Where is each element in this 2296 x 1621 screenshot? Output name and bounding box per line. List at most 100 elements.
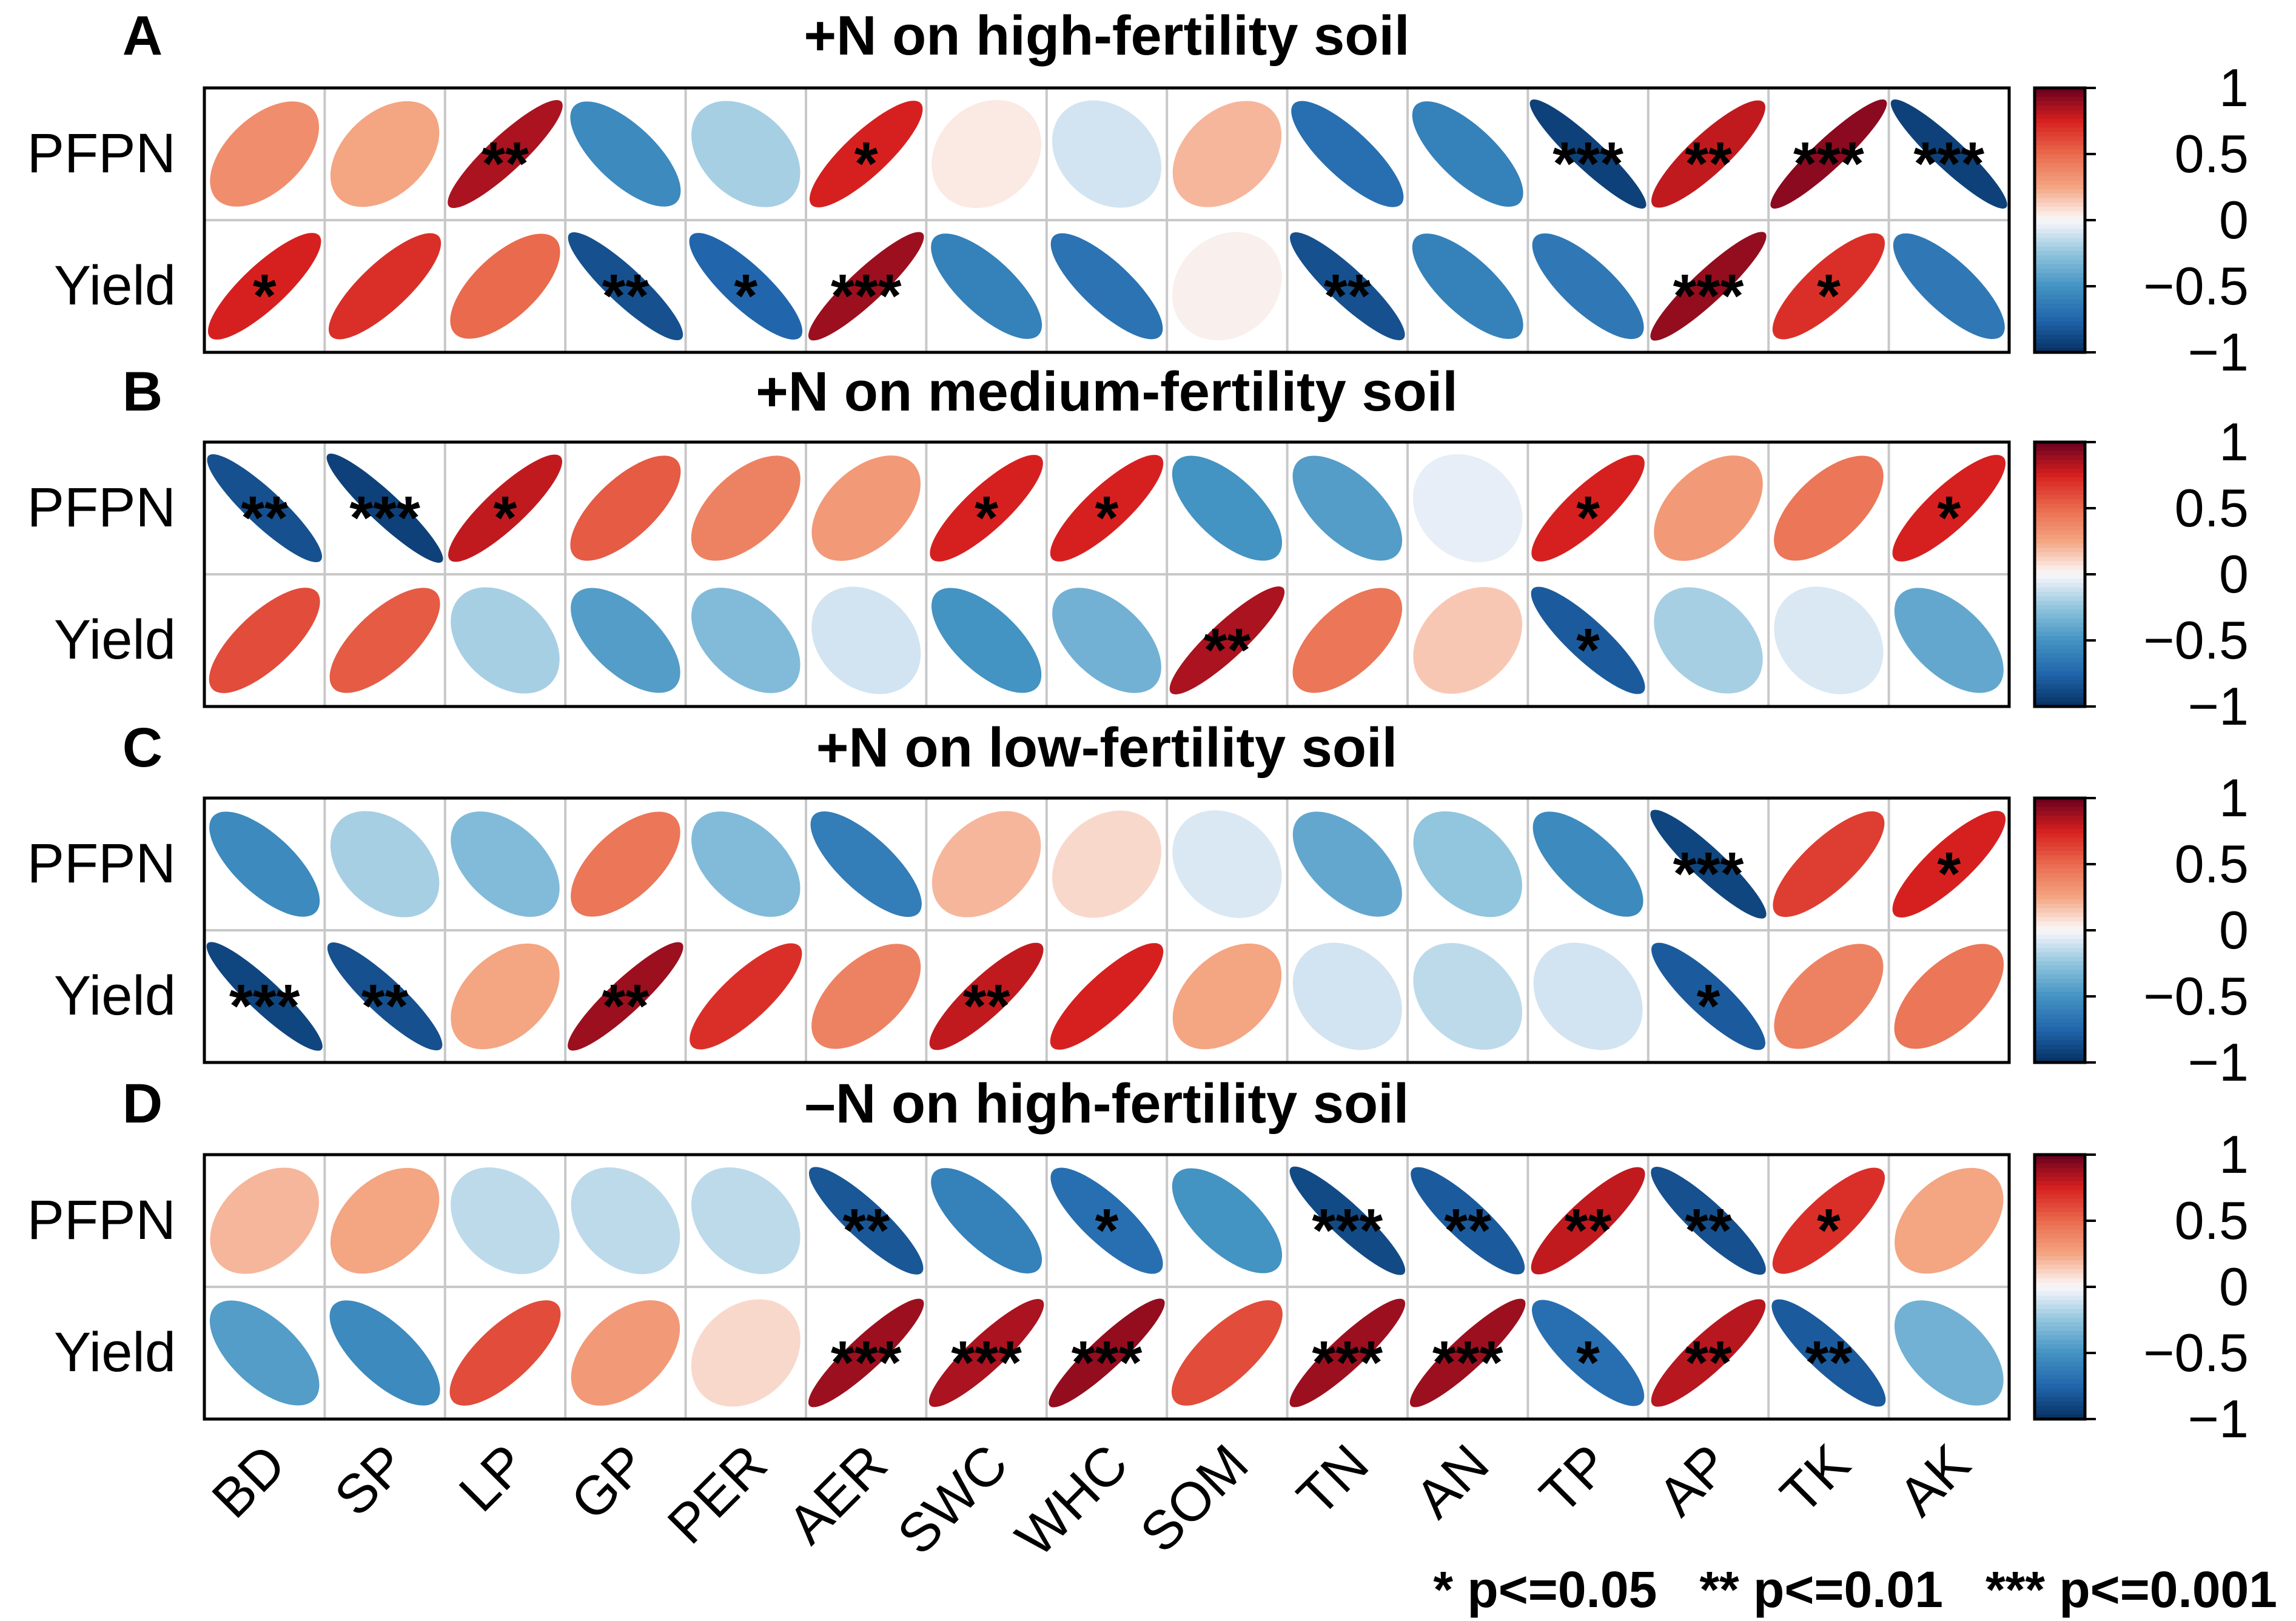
colorbar-tick-label: −1 — [2188, 322, 2249, 382]
colorbar-tick-label: −1 — [2188, 676, 2249, 736]
panel-title: +N on medium-fertility soil — [756, 361, 1458, 423]
colorbar-band — [2035, 1036, 2085, 1041]
colorbar-band — [2035, 1172, 2085, 1178]
cell-ellipse-tk-yield — [1771, 1299, 1886, 1407]
cell-ellipse-lp-yield — [451, 943, 560, 1050]
x-axis-label-tp: TP — [1529, 1433, 1621, 1525]
colorbar-band — [2035, 1256, 2085, 1261]
colorbar-band — [2035, 114, 2085, 119]
cell-ellipse-sp-yield — [329, 1300, 440, 1406]
colorbar-band — [2035, 220, 2085, 226]
colorbar-tick-label: 0.5 — [2175, 478, 2249, 538]
colorbar-band — [2035, 347, 2085, 353]
cell-ellipse-aer-yield — [811, 586, 921, 694]
colorbar-band — [2035, 1313, 2085, 1318]
colorbar-band — [2035, 1406, 2085, 1411]
cell-ellipse-per-pfpn — [691, 455, 801, 561]
colorbar-band — [2035, 495, 2085, 500]
x-axis-label-lp: LP — [448, 1433, 539, 1523]
colorbar-band — [2035, 908, 2085, 913]
cell-ellipse-bd-pfpn — [207, 454, 322, 563]
colorbar-band — [2035, 136, 2085, 142]
colorbar-band — [2035, 565, 2085, 571]
panel-title: +N on high-fertility soil — [804, 5, 1409, 67]
colorbar-band — [2035, 92, 2085, 98]
cell-ellipse-whc-yield — [1052, 588, 1161, 693]
x-axis-label-an: AN — [1404, 1433, 1500, 1529]
colorbar-band — [2035, 649, 2085, 654]
cell-ellipse-ak-yield — [1894, 588, 2004, 693]
cell-ellipse-tp-pfpn — [1531, 455, 1645, 562]
cell-ellipse-whc-yield — [1050, 943, 1164, 1050]
colorbar-band — [2035, 1309, 2085, 1314]
colorbar-band — [2035, 207, 2085, 212]
colorbar-tick-label: 1 — [2219, 412, 2249, 472]
colorbar-band — [2035, 921, 2085, 927]
colorbar-tick-label: 0 — [2219, 1257, 2249, 1317]
colorbar-band — [2035, 627, 2085, 633]
significance-stars: ** — [241, 484, 288, 552]
colorbar-band — [2035, 1361, 2085, 1367]
colorbar-band — [2035, 987, 2085, 993]
colorbar-band — [2035, 912, 2085, 918]
cell-ellipse-som-pfpn — [1172, 455, 1283, 561]
colorbar-band — [2035, 526, 2085, 531]
colorbar-band — [2035, 868, 2085, 874]
colorbar-band — [2035, 1392, 2085, 1398]
colorbar-band — [2035, 943, 2085, 949]
colorbar-band — [2035, 1287, 2085, 1292]
cell-ellipse-ak-pfpn — [1890, 99, 2007, 209]
cell-ellipse-whc-pfpn — [1050, 455, 1164, 562]
cell-ellipse-sp-pfpn — [326, 454, 443, 563]
significance-stars: ** — [602, 262, 649, 330]
cell-ellipse-gp-yield — [568, 942, 683, 1051]
colorbar-band — [2035, 1331, 2085, 1336]
cell-ellipse-ak-pfpn — [1895, 1167, 2004, 1274]
cell-ellipse-gp-yield — [571, 1300, 680, 1406]
cell-ellipse-tp-pfpn — [1529, 99, 1646, 209]
colorbar-band — [2035, 1260, 2085, 1266]
colorbar-tick-label: 1 — [2219, 58, 2249, 118]
cell-ellipse-tn-pfpn — [1289, 1166, 1406, 1275]
cell-ellipse-tk-pfpn — [1773, 811, 1885, 918]
cell-ellipse-gp-yield — [568, 232, 683, 341]
colorbar-band — [2035, 1274, 2085, 1279]
cell-ellipse-sp-yield — [327, 942, 443, 1051]
colorbar-band — [2035, 1216, 2085, 1221]
cell-ellipse-an-yield — [1412, 233, 1523, 339]
colorbar-band — [2035, 671, 2085, 677]
colorbar-tick-label: 0.5 — [2175, 834, 2249, 894]
cell-ellipse-som-pfpn — [1172, 1168, 1283, 1274]
cell-ellipse-tp-yield — [1532, 1300, 1645, 1406]
significance-stars: ** — [1685, 1196, 1732, 1264]
cell-ellipse-swc-yield — [931, 233, 1042, 339]
x-axis-label-ak: AK — [1887, 1433, 1982, 1528]
colorbar-band — [2035, 1053, 2085, 1059]
significance-stars: ** — [1805, 1329, 1852, 1397]
colorbar-band — [2035, 631, 2085, 637]
cell-ellipse-gp-pfpn — [571, 1167, 680, 1274]
colorbar-band — [2035, 658, 2085, 663]
colorbar-band — [2035, 653, 2085, 659]
colorbar-band — [2035, 662, 2085, 668]
colorbar-band — [2035, 1044, 2085, 1050]
colorbar-band — [2035, 472, 2085, 478]
colorbar-band — [2035, 308, 2085, 314]
significance-stars: ** — [361, 972, 409, 1040]
colorbar-band — [2035, 693, 2085, 699]
colorbar-band — [2035, 534, 2085, 540]
colorbar-band — [2035, 229, 2085, 234]
cell-ellipse-som-yield — [1172, 232, 1282, 341]
cell-ellipse-tn-yield — [1292, 942, 1402, 1050]
colorbar-band — [2035, 250, 2085, 257]
colorbar-band — [2035, 339, 2085, 344]
colorbar-band — [2035, 992, 2085, 997]
colorbar-band — [2035, 600, 2085, 606]
colorbar-band — [2035, 828, 2085, 834]
colorbar-band — [2035, 609, 2085, 615]
row-label-yield: Yield — [54, 965, 176, 1027]
colorbar-band — [2035, 965, 2085, 971]
colorbar-band — [2035, 163, 2085, 168]
colorbar-band — [2035, 123, 2085, 129]
cell-ellipse-per-yield — [689, 233, 803, 340]
